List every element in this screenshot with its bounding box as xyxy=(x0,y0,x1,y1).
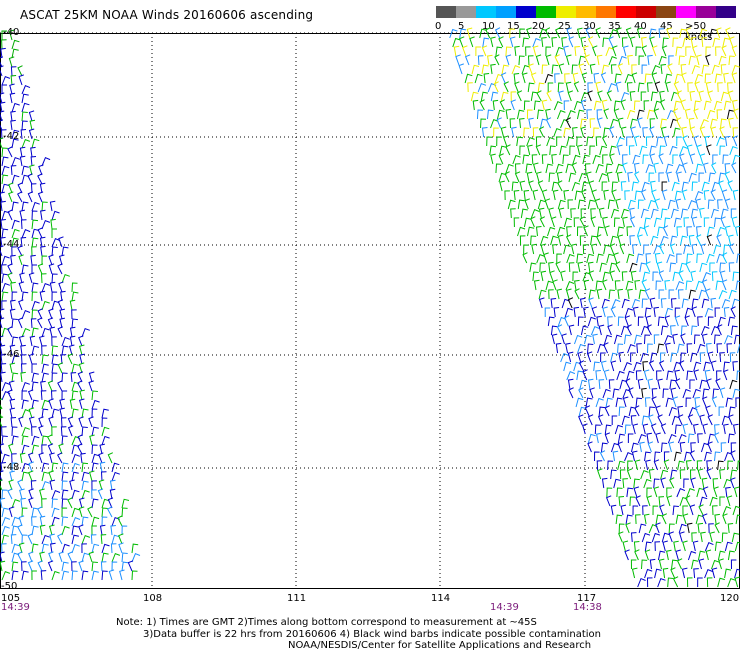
scale-swatch-14 xyxy=(716,6,736,18)
scale-label-10: 10 xyxy=(482,21,495,32)
wind-speed-color-scale: 0 5 10 15 20 25 30 35 40 45 >50 knots xyxy=(435,6,736,43)
scale-label-15: 15 xyxy=(507,21,520,32)
scale-label-20: 20 xyxy=(532,21,545,32)
map-title: ASCAT 25KM NOAA Winds 20160606 ascending xyxy=(20,8,314,22)
wind-swath-west xyxy=(0,29,141,581)
scale-swatch-12 xyxy=(676,6,696,18)
scale-swatch-2 xyxy=(476,6,496,18)
scale-label-25: 25 xyxy=(558,21,571,32)
scale-label-5: 5 xyxy=(458,21,465,32)
scale-label-0: 0 xyxy=(435,21,442,32)
scale-label-50-knots: >50 knots xyxy=(685,21,713,43)
lat-label-50: -50 xyxy=(1,581,18,592)
scale-swatch-3 xyxy=(496,6,516,18)
lon-label-108: 108 xyxy=(143,593,163,604)
note-line-1: Note: 1) Times are GMT 2)Times along bot… xyxy=(116,617,537,628)
notes-block: Note: 1) Times are GMT 2)Times along bot… xyxy=(116,617,601,652)
lat-label-42: -42 xyxy=(3,131,20,142)
scale-swatch-9 xyxy=(616,6,636,18)
swath-time-east-1: 14:39 xyxy=(490,602,519,613)
scale-swatch-4 xyxy=(516,6,536,18)
scale-label-45: 45 xyxy=(660,21,673,32)
scale-swatch-1 xyxy=(456,6,476,18)
scale-swatch-6 xyxy=(556,6,576,18)
scale-swatch-0 xyxy=(436,6,456,18)
lat-label-46: -46 xyxy=(3,349,20,360)
scale-swatch-13 xyxy=(696,6,716,18)
note-line-2: 3)Data buffer is 22 hrs from 20160606 4)… xyxy=(143,628,601,640)
lon-label-105: 105 xyxy=(1,593,21,604)
lon-label-114: 114 xyxy=(431,593,451,604)
lon-label-111: 111 xyxy=(287,593,307,604)
swath-time-west: 14:39 xyxy=(1,602,30,613)
swath-time-east-2: 14:38 xyxy=(573,602,602,613)
scale-swatch-10 xyxy=(636,6,656,18)
scale-swatch-8 xyxy=(596,6,616,18)
lat-label-40: -40 xyxy=(3,27,20,38)
note-line-3: NOAA/NESDIS/Center for Satellite Applica… xyxy=(288,640,592,651)
scale-label-35: 35 xyxy=(608,21,621,32)
lat-label-44: -44 xyxy=(3,239,20,250)
wind-swath-east xyxy=(449,27,740,588)
scale-swatch-5 xyxy=(536,6,556,18)
scale-swatch-11 xyxy=(656,6,676,18)
scale-label-30: 30 xyxy=(583,21,596,32)
lon-label-117: 117 xyxy=(577,593,597,604)
scale-label-40: 40 xyxy=(634,21,647,32)
lon-label-120: 120 xyxy=(720,593,740,604)
lat-label-48: -48 xyxy=(3,462,20,473)
scale-swatch-7 xyxy=(576,6,596,18)
